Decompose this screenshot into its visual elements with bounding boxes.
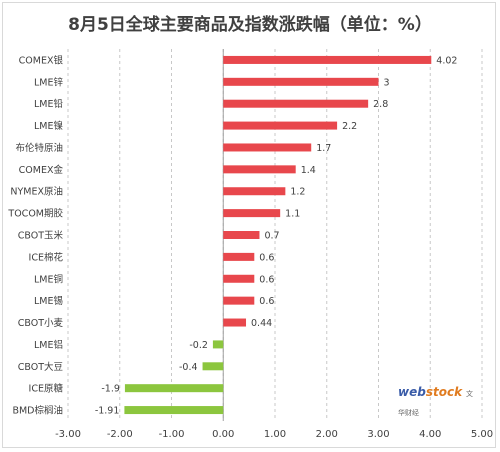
data-label: 1.2 (290, 187, 305, 198)
data-label: 2.2 (342, 121, 357, 132)
x-tick-label: 1.00 (264, 429, 286, 440)
data-label: 2.8 (373, 99, 388, 110)
bar (223, 121, 338, 130)
x-tick-label: 5.00 (471, 429, 493, 440)
logo-stock-text: stock (425, 385, 463, 399)
bar (223, 55, 432, 64)
bar (124, 384, 224, 393)
category-label: COMEX金 (19, 164, 64, 176)
chart-title: 8月5日全球主要商品及指数涨跌幅（单位：%） (68, 15, 432, 35)
bar (223, 77, 379, 86)
webstock-logo: webstock 文华财经 (398, 381, 478, 417)
data-label: -1.91 (95, 406, 120, 417)
bar (223, 318, 247, 327)
data-label: 0.44 (251, 318, 272, 329)
category-label: LME铝 (34, 339, 63, 351)
category-label: ICE棉花 (29, 251, 64, 263)
category-label: LME锌 (34, 76, 63, 88)
bar (223, 274, 255, 283)
x-tick-label: -3.00 (55, 429, 81, 440)
x-tick-label: 3.00 (367, 429, 389, 440)
chart-frame (2, 2, 496, 448)
category-label: BMD棕榈油 (12, 405, 63, 417)
data-label: 1.7 (316, 143, 331, 154)
bar (202, 362, 224, 371)
bar (124, 406, 224, 415)
label-layer: COMEX银 4.02 LME锌 3 LME铅 2.8 LME镍 2.2 布伦特原油 1.7 COM… (7, 54, 457, 416)
bar (223, 252, 255, 261)
tick-layer: -3.00 -2.00 -1.00 0.00 1.00 2.00 3.00 4.00 5.00 (55, 429, 493, 440)
bar (223, 165, 296, 174)
data-label: -0.2 (189, 340, 208, 351)
bar (223, 143, 312, 152)
data-label: -1.9 (101, 384, 120, 395)
data-label: 4.02 (436, 55, 457, 66)
category-label: CBOT小麦 (18, 317, 64, 329)
category-label: LME锡 (34, 295, 63, 307)
data-label: 0.6 (259, 274, 274, 285)
data-label: 1.1 (285, 209, 300, 220)
category-label: ICE原糖 (29, 383, 64, 395)
bar (223, 209, 281, 218)
x-tick-label: 4.00 (419, 429, 441, 440)
category-label: CBOT大豆 (18, 361, 63, 373)
bar (223, 296, 255, 305)
bar (223, 187, 286, 196)
data-label: 1.4 (301, 165, 316, 176)
data-label: 0.7 (264, 231, 279, 242)
data-label: 0.6 (259, 296, 274, 307)
data-label: 3 (384, 77, 390, 88)
bar-layer (124, 55, 432, 415)
category-label: LME铜 (34, 273, 63, 285)
x-tick-label: -1.00 (159, 429, 185, 440)
bar (223, 99, 369, 108)
x-tick-label: 0.00 (212, 429, 234, 440)
logo-web-text: web (398, 385, 426, 399)
category-label: 布伦特原油 (15, 142, 63, 154)
data-label: 0.6 (259, 252, 274, 263)
logo-cn-text: 文华财经 (398, 390, 474, 417)
x-tick-label: -2.00 (107, 429, 133, 440)
category-label: LME镍 (34, 120, 63, 132)
category-label: COMEX银 (19, 54, 64, 66)
category-label: TOCOM期胶 (7, 208, 63, 220)
category-label: CBOT玉米 (18, 230, 64, 242)
data-label: -0.4 (179, 362, 198, 373)
bar (212, 340, 224, 349)
x-tick-label: 2.00 (316, 429, 338, 440)
category-label: NYMEX原油 (10, 186, 63, 198)
category-label: LME铅 (34, 98, 63, 110)
bar (223, 231, 260, 239)
